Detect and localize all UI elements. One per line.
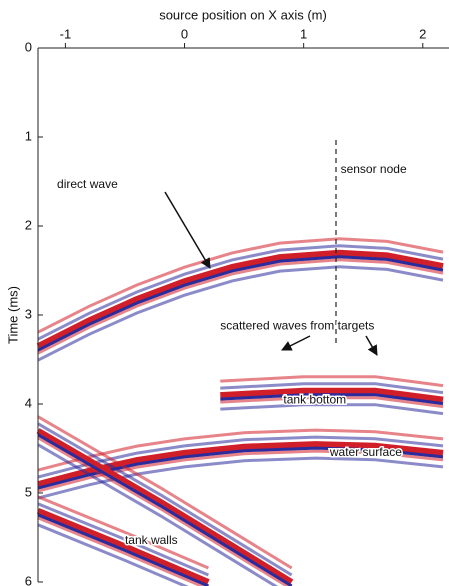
- wave-side-lobe: [220, 382, 444, 395]
- y-tick-label: 0: [25, 39, 32, 54]
- y-tick-label: 2: [25, 217, 32, 232]
- plot-area: [36, 237, 444, 586]
- y-tick-label: 1: [25, 128, 32, 143]
- wave-side-lobe: [37, 456, 444, 500]
- wave-side-lobe: [37, 237, 444, 334]
- x-tick-label: 0: [181, 26, 188, 41]
- arrow: [365, 335, 378, 356]
- x-tick-label: 2: [419, 26, 426, 41]
- wave-lobe: [37, 433, 293, 586]
- y-tick-label: 4: [25, 395, 32, 410]
- annotation: sensor node: [341, 162, 407, 176]
- y-tick-label: 5: [25, 484, 32, 499]
- wave-side-lobe: [220, 403, 444, 416]
- wave-lobe: [37, 513, 209, 586]
- arrow: [281, 335, 311, 351]
- wave-side-lobe: [37, 436, 290, 586]
- wave-event: [36, 249, 444, 349]
- wave-side-lobe: [37, 415, 293, 570]
- wave-side-lobe: [37, 422, 293, 577]
- wave-event: [36, 428, 294, 585]
- wave-side-lobe: [37, 523, 189, 586]
- wave-event: [220, 387, 444, 403]
- x-axis-title: source position on X axis (m): [159, 7, 327, 22]
- wave-side-lobe: [220, 375, 444, 388]
- arrow: [164, 191, 211, 269]
- wave-lobe: [37, 255, 444, 352]
- wave-side-lobe: [37, 265, 444, 362]
- y-axis-title: Time (ms): [5, 286, 20, 344]
- annotation: water surface: [329, 445, 402, 459]
- wave-side-lobe: [37, 502, 209, 577]
- wave-event: [36, 508, 210, 585]
- wave-side-lobe: [37, 516, 206, 586]
- wave-lobe: [220, 393, 444, 406]
- wave-side-lobe: [37, 449, 444, 493]
- wave-side-lobe: [37, 495, 209, 570]
- wave-side-lobe: [37, 443, 279, 586]
- x-tick-label: 1: [300, 26, 307, 41]
- annotation: direct wave: [57, 177, 118, 191]
- wave-side-lobe: [37, 244, 444, 341]
- wave-side-lobe: [37, 428, 444, 472]
- annotation: scattered waves from targets: [220, 319, 374, 333]
- wave-side-lobe: [37, 258, 444, 355]
- y-tick-label: 6: [25, 573, 32, 586]
- wave-side-lobe: [220, 396, 444, 409]
- x-tick-label: -1: [60, 26, 72, 41]
- annotation: tank bottom: [283, 393, 346, 407]
- y-tick-label: 3: [25, 306, 32, 321]
- annotation: tank walls: [125, 533, 178, 547]
